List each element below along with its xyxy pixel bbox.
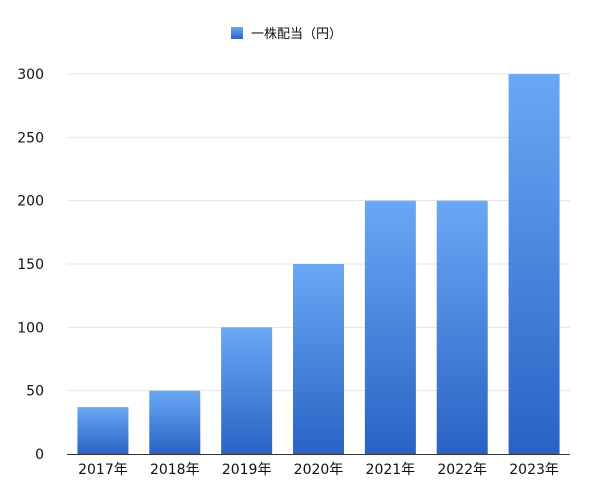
x-tick-label: 2023年: [509, 462, 559, 478]
x-tick-label: 2020年: [294, 462, 344, 478]
x-tick-label: 2019年: [222, 462, 272, 478]
x-tick-label: 2022年: [437, 462, 487, 478]
bar: [293, 264, 344, 454]
legend-swatch: [231, 27, 243, 39]
y-tick-label: 0: [35, 447, 44, 463]
y-tick-label: 300: [17, 67, 44, 83]
y-tick-label: 50: [26, 384, 44, 400]
bar: [221, 327, 273, 454]
x-tick-label: 2021年: [366, 462, 416, 478]
y-tick-label: 200: [17, 194, 44, 210]
bar: [436, 200, 488, 454]
y-axis-ticks: 0 50 100 150 200 250 300: [17, 67, 44, 463]
y-tick-label: 100: [17, 320, 44, 336]
x-axis-ticks: 2017年 2018年 2019年 2020年 2021年 2022年 2023年: [78, 462, 559, 478]
bar: [77, 407, 129, 454]
bar: [508, 74, 560, 454]
x-tick-label: 2018年: [150, 462, 200, 478]
bars: [77, 74, 560, 454]
bar: [364, 200, 416, 454]
y-tick-label: 250: [17, 130, 44, 146]
x-tick-label: 2017年: [78, 462, 128, 478]
legend-label: 一株配当（円）: [251, 27, 342, 42]
legend: 一株配当（円）: [231, 27, 342, 42]
y-tick-label: 150: [17, 257, 44, 273]
bar: [149, 390, 201, 454]
